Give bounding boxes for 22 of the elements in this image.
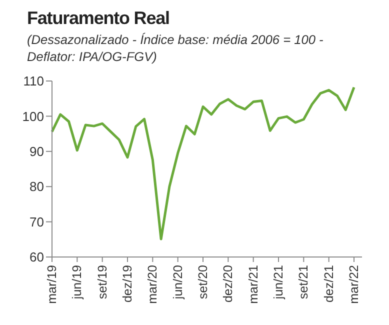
x-tick-label: dez/20	[221, 264, 236, 303]
x-tick-label: set/19	[95, 264, 110, 300]
x-tick-label: jun/21	[272, 264, 286, 300]
x-tick-label: set/21	[296, 264, 311, 300]
x-tick-label: mar/20	[146, 264, 160, 304]
x-tick-label: dez/19	[120, 264, 134, 303]
y-tick-label: 70	[30, 214, 44, 230]
x-tick-label: dez/21	[322, 264, 336, 303]
y-tick-label: 80	[30, 179, 44, 194]
x-tick-label: jun/19	[70, 264, 84, 300]
x-tick-label: mar/21	[246, 264, 260, 304]
y-tick-label: 110	[23, 74, 44, 89]
line-series	[50, 86, 356, 240]
y-tick-label: 60	[30, 250, 44, 265]
x-tick-label: jun/20	[170, 264, 185, 300]
x-tick-label: mar/19	[45, 264, 59, 304]
y-tick-label: 100	[22, 108, 44, 124]
chart-subtitle: (Dessazonalizado - Índice base: média 2006 = 100 - Deflator: IPA/OG-FGV)	[27, 31, 324, 65]
x-tick-label: set/20	[196, 264, 210, 300]
x-tick-label: mar/22	[347, 264, 361, 304]
y-tick-label: 90	[30, 144, 44, 160]
chart-title: Faturamento Real	[27, 8, 170, 29]
